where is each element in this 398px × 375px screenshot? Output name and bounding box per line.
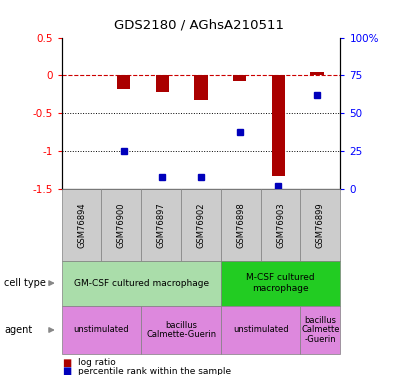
Bar: [194, 75, 208, 100]
Text: GSM76902: GSM76902: [197, 202, 205, 248]
Text: GSM76894: GSM76894: [77, 202, 86, 248]
Text: GDS2180 / AGhsA210511: GDS2180 / AGhsA210511: [114, 19, 284, 32]
Text: GSM76899: GSM76899: [316, 202, 325, 248]
Text: GSM76898: GSM76898: [236, 202, 245, 248]
Text: unstimulated: unstimulated: [74, 326, 129, 334]
Text: ■: ■: [62, 358, 71, 368]
Text: bacillus
Calmette
-Guerin: bacillus Calmette -Guerin: [301, 316, 339, 344]
Text: bacillus
Calmette-Guerin: bacillus Calmette-Guerin: [146, 321, 216, 339]
Text: log ratio: log ratio: [78, 358, 116, 367]
Bar: [117, 75, 131, 89]
Text: agent: agent: [4, 325, 32, 335]
Text: unstimulated: unstimulated: [233, 326, 289, 334]
Bar: [310, 72, 324, 75]
Text: percentile rank within the sample: percentile rank within the sample: [78, 367, 232, 375]
Text: cell type: cell type: [4, 278, 46, 288]
Bar: [271, 75, 285, 176]
Text: ■: ■: [62, 366, 71, 375]
Bar: [156, 75, 169, 92]
Text: GSM76900: GSM76900: [117, 202, 126, 248]
Bar: [233, 75, 246, 81]
Text: GSM76897: GSM76897: [157, 202, 166, 248]
Text: GM-CSF cultured macrophage: GM-CSF cultured macrophage: [74, 279, 209, 288]
Text: GSM76903: GSM76903: [276, 202, 285, 248]
Text: M-CSF cultured
macrophage: M-CSF cultured macrophage: [246, 273, 315, 293]
